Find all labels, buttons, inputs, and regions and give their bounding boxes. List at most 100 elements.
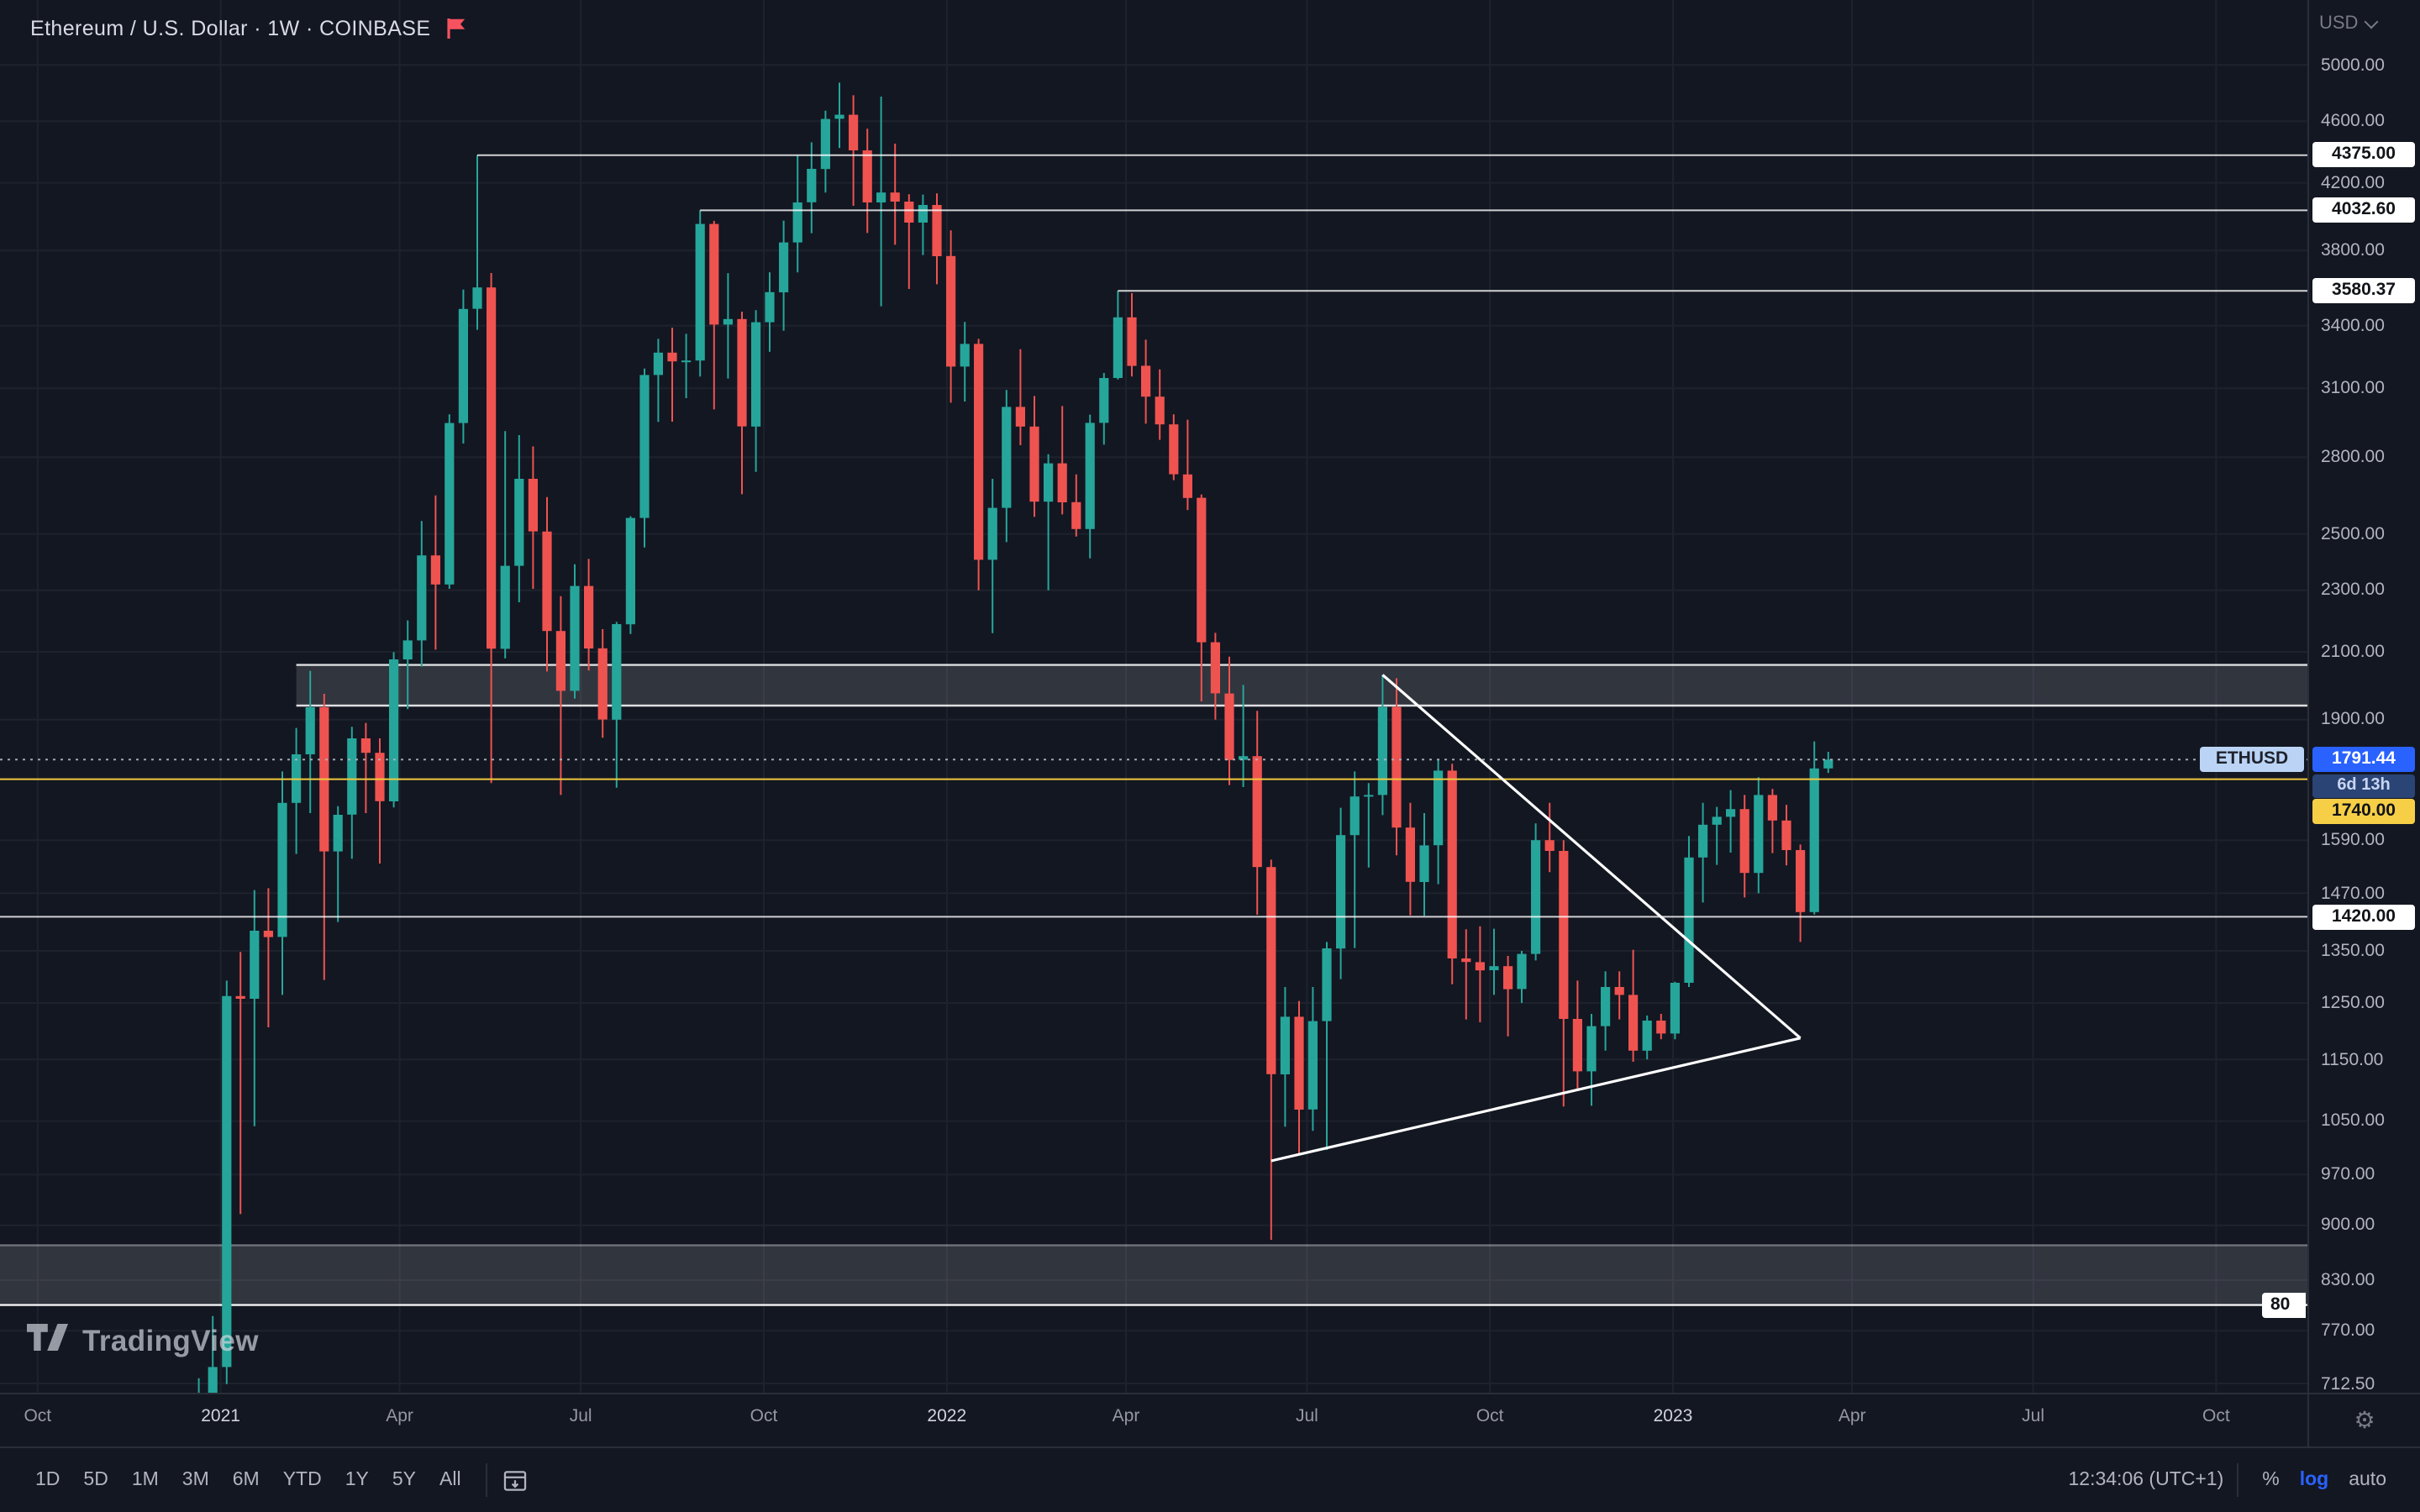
candle: [1169, 414, 1179, 480]
percent-scale-button[interactable]: %: [2262, 1470, 2280, 1490]
tradingview-logo-icon: [27, 1324, 69, 1359]
gear-icon[interactable]: ⚙: [2354, 1407, 2375, 1434]
candle: [1405, 802, 1415, 916]
candle: [319, 694, 329, 980]
price-tick: 1590.00: [2321, 830, 2385, 851]
candle: [1531, 823, 1541, 961]
price-tick: 3100.00: [2321, 378, 2385, 399]
candle: [1071, 474, 1081, 537]
go-to-date-icon[interactable]: [502, 1466, 530, 1494]
candle: [1002, 390, 1012, 543]
candle: [1559, 840, 1569, 1107]
candle: [1029, 396, 1039, 517]
candle: [375, 738, 385, 864]
supply-demand-zone[interactable]: [296, 664, 2307, 706]
range-button-5y[interactable]: 5Y: [392, 1470, 417, 1490]
chevron-down-icon: [2364, 13, 2379, 29]
candle: [1628, 949, 1639, 1062]
candle: [1601, 971, 1611, 1051]
candle: [862, 129, 872, 234]
price-tick: 2300.00: [2321, 580, 2385, 601]
candle: [792, 155, 802, 273]
candle: [1015, 349, 1025, 445]
candle: [1796, 844, 1806, 942]
candle: [542, 496, 552, 672]
range-button-all[interactable]: All: [439, 1470, 461, 1490]
trend-line[interactable]: [1381, 674, 1802, 1040]
auto-scale-button[interactable]: auto: [2349, 1470, 2386, 1490]
trend-line[interactable]: [1270, 1037, 1801, 1163]
candle: [709, 221, 719, 410]
price-tick: 2100.00: [2321, 642, 2385, 662]
price-tick: 3400.00: [2321, 315, 2385, 336]
bottom-toolbar: 1D 5D 1M 3M 6M YTD 1Y 5Y All 12:34:06 (U…: [0, 1446, 2420, 1512]
candles-layer: [197, 82, 1833, 1393]
price-level-label: 1420.00: [2312, 904, 2415, 930]
time-tick: Apr: [1112, 1406, 1140, 1426]
candle: [1182, 419, 1192, 511]
range-button-ytd[interactable]: YTD: [282, 1470, 322, 1490]
candle: [472, 155, 482, 330]
candle: [1698, 802, 1708, 903]
candle: [500, 431, 510, 659]
time-tick: Apr: [386, 1406, 413, 1426]
candle: [1419, 813, 1429, 916]
candle: [1210, 633, 1220, 720]
chart-header: Ethereum / U.S. Dollar · 1W · COINBASE: [0, 0, 467, 55]
candle: [1447, 764, 1457, 984]
candle: [667, 328, 677, 422]
candle: [960, 322, 970, 402]
candle: [402, 620, 413, 710]
candle: [1224, 656, 1234, 785]
range-button-1d[interactable]: 1D: [35, 1470, 60, 1490]
price-level-label: 4375.00: [2312, 142, 2415, 168]
range-button-6m[interactable]: 6M: [232, 1470, 260, 1490]
price-level-label: 3580.37: [2312, 278, 2415, 304]
candle: [849, 95, 859, 206]
flag-icon[interactable]: [445, 17, 467, 40]
price-axis[interactable]: 5000.00 4600.00 4200.00 3800.00 3400.00 3100.…: [2307, 0, 2420, 1446]
time-tick: Jul: [1295, 1406, 1318, 1426]
candle: [932, 193, 942, 285]
price-tick: 970.00: [2321, 1164, 2375, 1185]
countdown-label: 6d 13h: [2312, 774, 2415, 798]
price-tick: 4600.00: [2321, 111, 2385, 132]
candle: [1809, 741, 1819, 915]
candle: [1197, 494, 1207, 701]
candle: [890, 144, 900, 245]
candle: [751, 310, 761, 472]
supply-demand-zone[interactable]: [0, 1245, 2307, 1305]
candle: [625, 516, 635, 634]
price-tick: 1470.00: [2321, 883, 2385, 904]
candle: [1544, 802, 1555, 873]
range-button-1m[interactable]: 1M: [131, 1470, 159, 1490]
candle: [514, 435, 524, 602]
candle: [876, 97, 886, 307]
candle: [1586, 1014, 1597, 1106]
candle: [1294, 1000, 1304, 1154]
candle: [1322, 942, 1332, 1150]
candle: [1726, 790, 1736, 853]
log-scale-button[interactable]: log: [2299, 1470, 2329, 1490]
time-tick-year: 2021: [201, 1406, 240, 1426]
alert-price-label[interactable]: 1740.00: [2312, 798, 2415, 824]
toolbar-divider: [2237, 1463, 2239, 1497]
candle: [445, 414, 455, 589]
price-tick: 830.00: [2321, 1270, 2375, 1290]
candle: [1057, 406, 1067, 515]
session-clock[interactable]: 12:34:06 (UTC+1): [2068, 1470, 2224, 1490]
price-tick: 1350.00: [2321, 941, 2385, 961]
candle: [1266, 859, 1276, 1240]
candle: [1280, 987, 1290, 1127]
currency-selector[interactable]: USD: [2319, 13, 2379, 34]
time-tick: Oct: [24, 1406, 52, 1426]
time-axis[interactable]: Oct 2021 Apr Jul Oct 2022 Apr Jul Oct 2023 Apr Jul O…: [0, 1393, 2307, 1446]
time-tick: Jul: [2022, 1406, 2045, 1426]
candle: [737, 312, 747, 495]
symbol-title[interactable]: Ethereum / U.S. Dollar · 1W · COINBASE: [30, 16, 431, 39]
range-button-3m[interactable]: 3M: [182, 1470, 209, 1490]
range-button-1y[interactable]: 1Y: [345, 1470, 369, 1490]
price-tick: 4200.00: [2321, 172, 2385, 193]
range-button-5d[interactable]: 5D: [83, 1470, 108, 1490]
